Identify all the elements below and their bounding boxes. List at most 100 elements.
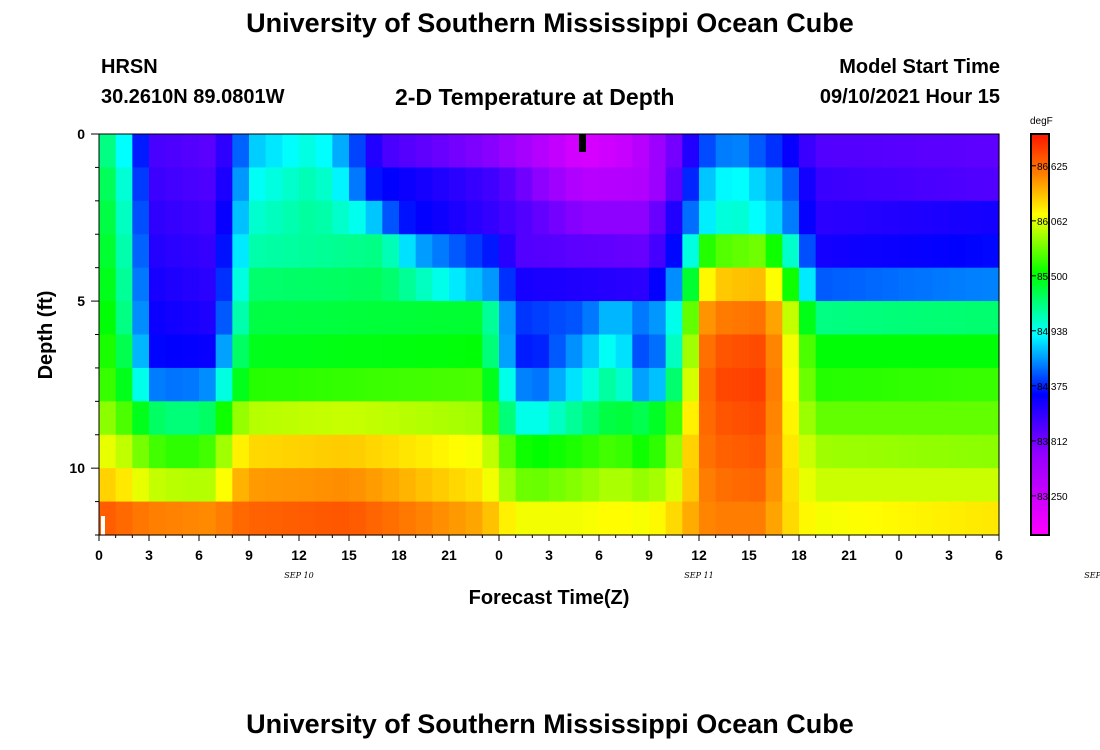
heatmap-cell xyxy=(599,267,617,302)
heatmap-cell xyxy=(465,367,483,402)
heatmap-cell xyxy=(965,334,983,369)
heatmap-cell xyxy=(849,434,867,469)
heatmap-cell xyxy=(665,267,683,302)
heatmap-cell xyxy=(765,501,783,536)
heatmap-cell xyxy=(982,434,1000,469)
heatmap-cell xyxy=(365,334,383,369)
heatmap-cell xyxy=(365,501,383,536)
heatmap-cell xyxy=(632,401,650,436)
model-start-time: 09/10/2021 Hour 15 xyxy=(819,86,1000,108)
heatmap-cell xyxy=(549,434,567,469)
day-label: SEP 10 xyxy=(284,571,313,580)
heatmap-cell xyxy=(149,167,167,202)
heatmap-cell xyxy=(149,401,167,436)
heatmap-cell xyxy=(232,334,250,369)
heatmap-cell xyxy=(449,468,467,503)
heatmap-cell xyxy=(349,267,367,302)
heatmap-cell xyxy=(582,234,600,269)
plot-title: 2-D Temperature at Depth xyxy=(395,84,675,110)
heatmap-cell xyxy=(532,134,550,169)
heatmap-cell xyxy=(849,367,867,402)
heatmap-cell xyxy=(299,200,317,235)
heatmap-cell xyxy=(665,434,683,469)
heatmap-cell xyxy=(982,234,1000,269)
heatmap-cell xyxy=(415,434,433,469)
heatmap-cell xyxy=(632,200,650,235)
heatmap-cell xyxy=(99,401,117,436)
heatmap-cell xyxy=(932,401,950,436)
heatmap-cell xyxy=(749,401,767,436)
heatmap-cell xyxy=(732,301,750,336)
heatmap-cell xyxy=(282,468,300,503)
heatmap-cell xyxy=(399,200,417,235)
heatmap-cell xyxy=(782,501,800,536)
x-tick-label: 9 xyxy=(645,547,653,563)
page-title: University of Southern Mississippi Ocean… xyxy=(246,8,854,38)
heatmap-cell xyxy=(865,200,883,235)
heatmap-cell xyxy=(732,401,750,436)
heatmap-cell xyxy=(415,267,433,302)
heatmap-cell xyxy=(132,334,150,369)
x-tick-label: 21 xyxy=(441,547,457,563)
x-tick-label: 6 xyxy=(195,547,203,563)
heatmap-cell xyxy=(199,434,217,469)
heatmap-cell xyxy=(882,367,900,402)
heatmap-cell xyxy=(299,334,317,369)
heatmap-cell xyxy=(749,267,767,302)
heatmap-cell xyxy=(449,134,467,169)
heatmap-cell xyxy=(615,134,633,169)
heatmap-cell xyxy=(499,501,517,536)
heatmap-cell xyxy=(399,167,417,202)
heatmap-cell xyxy=(732,434,750,469)
heatmap-cell xyxy=(532,234,550,269)
heatmap-cell xyxy=(682,301,700,336)
heatmap-cell xyxy=(515,267,533,302)
heatmap-cell xyxy=(599,468,617,503)
heatmap-cell xyxy=(899,401,917,436)
heatmap-cell xyxy=(582,200,600,235)
heatmap-cell xyxy=(599,234,617,269)
heatmap-cell xyxy=(532,468,550,503)
colorbar xyxy=(1030,133,1050,536)
heatmap-cell xyxy=(232,234,250,269)
heatmap-cell xyxy=(249,401,267,436)
heatmap-cell xyxy=(482,434,500,469)
heatmap-cell xyxy=(399,501,417,536)
heatmap-cell xyxy=(432,434,450,469)
heatmap-cell xyxy=(899,234,917,269)
y-tick-label: 10 xyxy=(69,460,85,476)
heatmap-cell xyxy=(249,301,267,336)
heatmap-cell xyxy=(882,334,900,369)
heatmap-cell xyxy=(649,200,667,235)
heatmap-cell xyxy=(282,167,300,202)
heatmap-cell xyxy=(699,501,717,536)
heatmap-cell xyxy=(349,367,367,402)
heatmap-cell xyxy=(682,167,700,202)
x-tick-label: 18 xyxy=(791,547,807,563)
x-tick-label: 21 xyxy=(841,547,857,563)
heatmap-cell xyxy=(549,134,567,169)
heatmap-cell xyxy=(265,134,283,169)
heatmap-cell xyxy=(515,401,533,436)
heatmap-cell xyxy=(249,167,267,202)
heatmap-cell xyxy=(165,200,183,235)
heatmap-cell xyxy=(99,267,117,302)
heatmap-cell xyxy=(849,134,867,169)
heatmap-cell xyxy=(549,301,567,336)
heatmap-cell xyxy=(265,267,283,302)
heatmap-cell xyxy=(732,468,750,503)
heatmap-cell xyxy=(449,334,467,369)
model-start-label: Model Start Time xyxy=(839,56,1000,78)
heatmap-cell xyxy=(215,267,233,302)
heatmap-cell xyxy=(549,167,567,202)
heatmap-cell xyxy=(299,167,317,202)
heatmap-cell xyxy=(982,301,1000,336)
heatmap-cell xyxy=(815,234,833,269)
heatmap-cell xyxy=(99,200,117,235)
heatmap-cell xyxy=(982,134,1000,169)
heatmap-cell xyxy=(665,468,683,503)
heatmap-cell xyxy=(715,334,733,369)
heatmap-cell xyxy=(449,301,467,336)
heatmap-cell xyxy=(982,501,1000,536)
heatmap-cell xyxy=(482,401,500,436)
